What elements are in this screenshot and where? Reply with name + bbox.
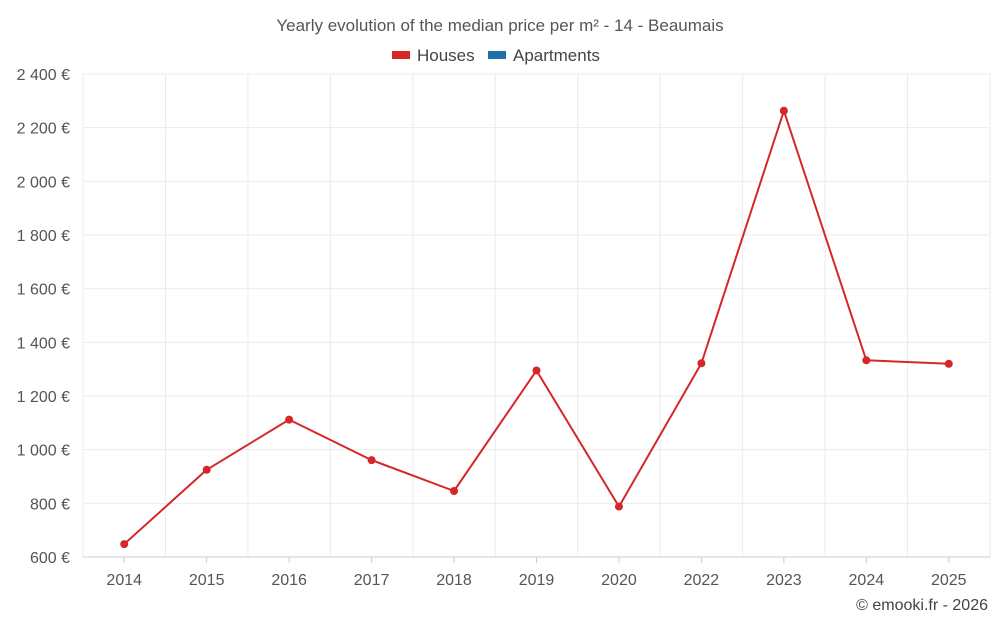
x-tick-label: 2016: [271, 572, 307, 589]
data-point-houses: [450, 486, 459, 495]
y-tick-label: 2 400 €: [17, 67, 70, 84]
data-point-houses: [367, 456, 376, 465]
y-tick-label: 1 000 €: [17, 443, 70, 460]
x-tick-label: 2018: [436, 572, 472, 589]
data-point-houses: [202, 465, 211, 474]
data-point-houses: [697, 359, 706, 368]
legend-swatch-houses: [392, 51, 410, 59]
data-point-houses: [285, 415, 294, 424]
data-point-houses: [532, 366, 541, 375]
legend: Houses Apartments: [392, 46, 600, 65]
y-tick-label: 1 200 €: [17, 389, 70, 406]
y-tick-label: 800 €: [30, 496, 70, 513]
legend-swatch-apartments: [488, 51, 506, 59]
y-tick-label: 1 400 €: [17, 335, 70, 352]
data-point-houses: [614, 502, 623, 511]
x-tick-label: 2019: [519, 572, 555, 589]
x-tick-label: 2014: [106, 572, 142, 589]
data-point-houses: [120, 540, 129, 549]
y-tick-label: 1 600 €: [17, 282, 70, 299]
data-point-houses: [862, 356, 871, 365]
y-axis: 600 € 800 € 1 000 € 1 200 € 1 400 € 1 600 € 1 …: [17, 67, 70, 567]
x-tick-label: 2024: [849, 572, 885, 589]
x-tick-label: 2020: [601, 572, 637, 589]
x-tick-label: 2015: [189, 572, 225, 589]
x-tick-label: 2017: [354, 572, 390, 589]
gridlines: [82, 73, 991, 558]
x-tick-label: 2023: [766, 572, 802, 589]
data-point-houses: [779, 106, 788, 115]
x-axis: 2014 2015 2016 2017 2018 2019 2020 2022 2023 2024…: [83, 556, 990, 589]
x-tick-label: 2025: [931, 572, 967, 589]
x-tick-label: 2022: [684, 572, 720, 589]
chart-title: Yearly evolution of the median price per…: [276, 16, 723, 35]
data-point-houses: [944, 359, 953, 368]
legend-label-apartments: Apartments: [513, 46, 600, 65]
y-tick-label: 2 200 €: [17, 121, 70, 138]
y-tick-label: 2 000 €: [17, 174, 70, 191]
legend-label-houses: Houses: [417, 46, 475, 65]
series-layer: [120, 106, 953, 549]
y-tick-label: 600 €: [30, 550, 70, 567]
y-tick-label: 1 800 €: [17, 228, 70, 245]
credit-text: © emooki.fr - 2026: [856, 597, 988, 614]
